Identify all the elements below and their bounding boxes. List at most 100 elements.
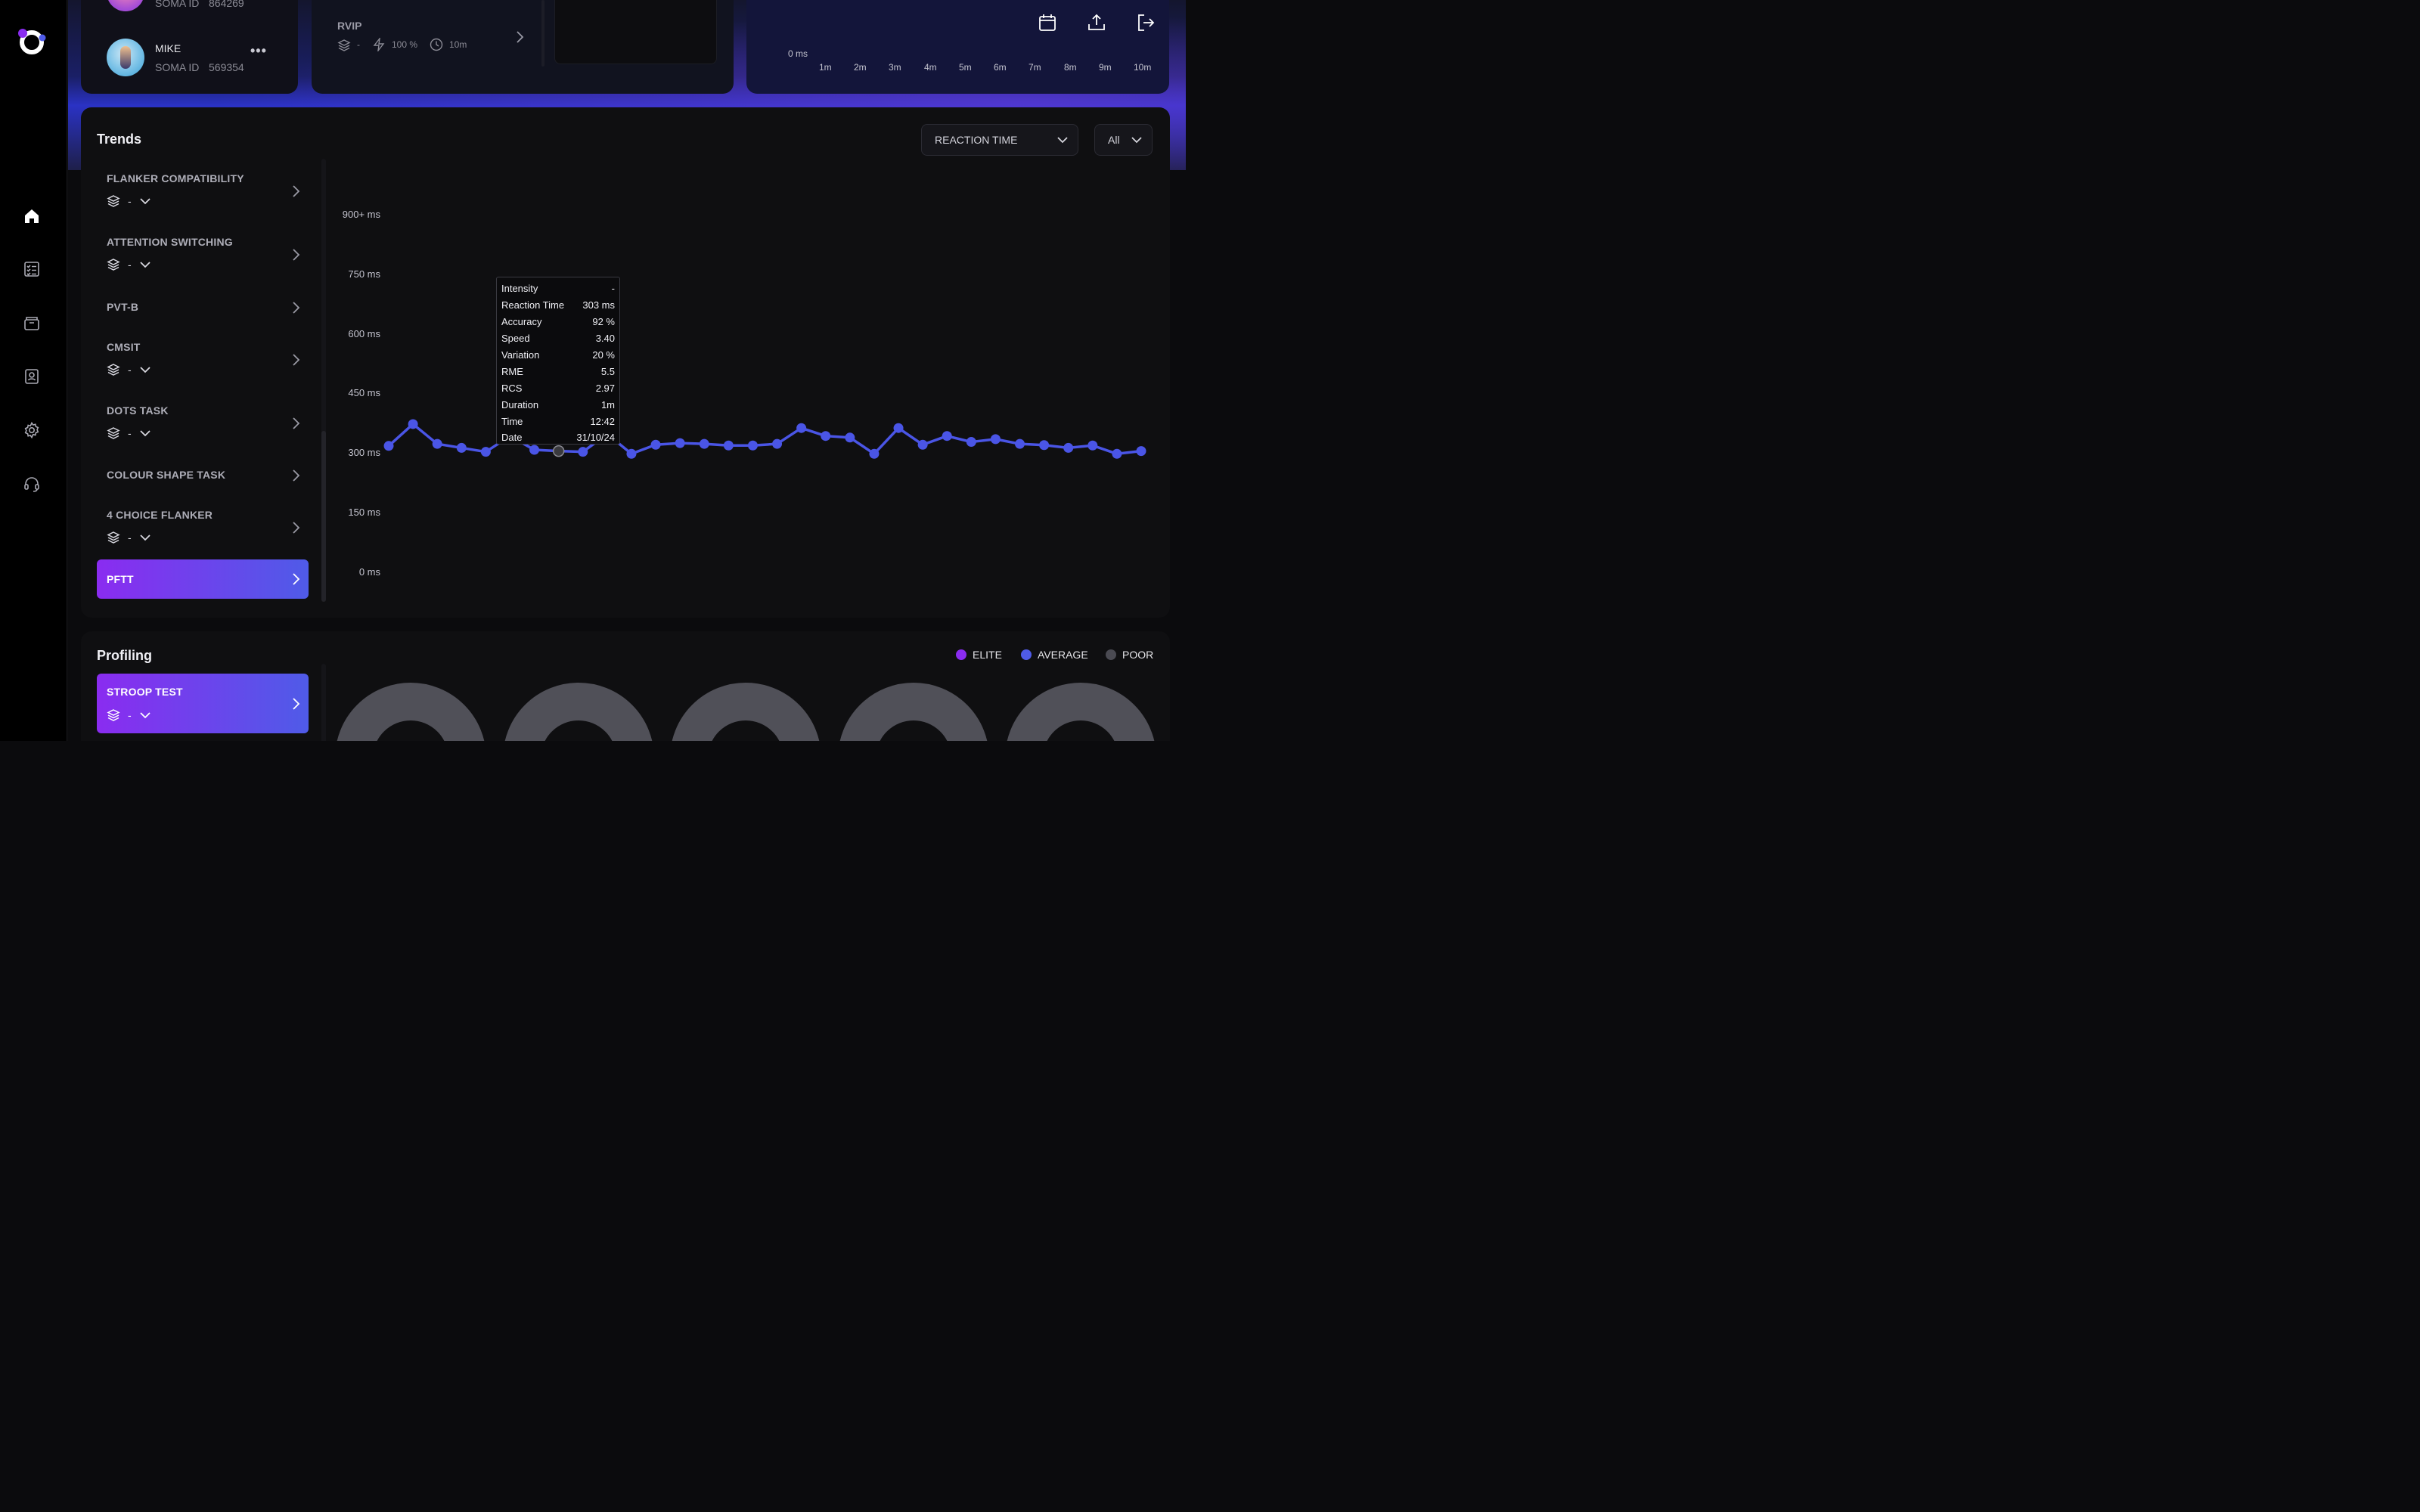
test-item[interactable]: ATTENTION SWITCHING - bbox=[97, 224, 309, 284]
test-item[interactable]: COLOUR SHAPE TASK bbox=[97, 457, 309, 494]
tooltip-value: 303 ms bbox=[582, 299, 615, 311]
test-meta-value: - bbox=[128, 531, 132, 544]
data-point[interactable] bbox=[675, 438, 685, 448]
data-point[interactable] bbox=[723, 440, 734, 451]
test-item[interactable]: PVT-B bbox=[97, 289, 309, 327]
test-item[interactable]: DOTS TASK - bbox=[97, 392, 309, 453]
home-icon[interactable] bbox=[22, 206, 42, 226]
test-item[interactable]: CMSIT - bbox=[97, 329, 309, 389]
trend-line-chart[interactable] bbox=[0, 0, 1186, 741]
tooltip-key: Duration bbox=[501, 398, 539, 411]
data-point[interactable] bbox=[796, 423, 807, 433]
data-point[interactable] bbox=[1136, 446, 1146, 457]
data-point[interactable] bbox=[432, 438, 442, 449]
chevron-down-icon[interactable] bbox=[139, 711, 151, 720]
scrollbar-thumb[interactable] bbox=[321, 431, 326, 602]
data-point[interactable] bbox=[408, 419, 418, 429]
chevron-down-icon[interactable] bbox=[139, 260, 151, 269]
test-item[interactable]: 4 CHOICE FLANKER - bbox=[97, 497, 309, 557]
data-point[interactable] bbox=[383, 441, 394, 451]
test-meta: - bbox=[107, 258, 151, 271]
tooltip-value: 12:42 bbox=[590, 415, 615, 427]
data-point[interactable] bbox=[578, 447, 588, 457]
data-point[interactable] bbox=[821, 431, 831, 442]
chevron-down-icon[interactable] bbox=[139, 533, 151, 542]
scrollbar[interactable] bbox=[541, 0, 544, 67]
data-point[interactable] bbox=[529, 445, 540, 455]
data-point[interactable] bbox=[747, 440, 758, 451]
chevron-right-icon[interactable] bbox=[514, 30, 525, 44]
more-options-icon[interactable]: ••• bbox=[250, 43, 267, 58]
test-item-label: PFTT bbox=[107, 573, 134, 585]
user-id-value: 864269 bbox=[209, 0, 244, 9]
test-meta: - bbox=[107, 426, 151, 440]
test-meta-value: - bbox=[128, 427, 132, 439]
support-headset-icon[interactable] bbox=[22, 474, 42, 494]
chevron-down-icon[interactable] bbox=[139, 197, 151, 206]
tooltip-row: RCS 2.97 bbox=[501, 380, 615, 396]
data-point[interactable] bbox=[845, 432, 855, 443]
avatar[interactable] bbox=[107, 39, 144, 76]
legend-label: AVERAGE bbox=[1038, 649, 1088, 661]
tooltip-key: Accuracy bbox=[501, 316, 542, 328]
share-upload-icon[interactable] bbox=[1087, 13, 1106, 33]
range-select[interactable]: All bbox=[1094, 124, 1153, 156]
calendar-icon[interactable] bbox=[1038, 13, 1057, 33]
settings-gear-icon[interactable] bbox=[22, 420, 42, 440]
avatar[interactable] bbox=[107, 0, 144, 11]
test-meta-value: - bbox=[128, 259, 132, 271]
archive-icon[interactable] bbox=[22, 313, 42, 333]
logout-icon[interactable] bbox=[1136, 13, 1156, 33]
checklist-icon[interactable] bbox=[22, 259, 42, 279]
tooltip-key: Date bbox=[501, 432, 523, 444]
user-name: MIKE bbox=[155, 42, 182, 54]
tooltip-row: RME 5.5 bbox=[501, 363, 615, 380]
data-point[interactable] bbox=[869, 448, 880, 459]
data-point[interactable] bbox=[772, 438, 783, 449]
chevron-right-icon bbox=[293, 185, 300, 197]
data-point[interactable] bbox=[893, 423, 904, 433]
x-tick-label: 3m bbox=[889, 62, 901, 73]
test-item-label: PVT-B bbox=[107, 301, 139, 313]
data-point[interactable] bbox=[456, 442, 467, 453]
data-point[interactable] bbox=[1039, 440, 1050, 451]
chevron-down-icon[interactable] bbox=[139, 429, 151, 438]
data-point[interactable] bbox=[626, 448, 637, 459]
data-point[interactable] bbox=[1112, 448, 1122, 459]
data-point[interactable] bbox=[1063, 442, 1074, 453]
profiling-title: Profiling bbox=[97, 648, 152, 663]
scrollbar-track[interactable] bbox=[321, 664, 326, 741]
contact-card-icon[interactable] bbox=[22, 367, 42, 386]
data-point[interactable] bbox=[650, 439, 661, 450]
tooltip-key: RME bbox=[501, 365, 523, 377]
tooltip-key: Speed bbox=[501, 333, 530, 345]
data-point[interactable] bbox=[966, 437, 976, 448]
x-tick-label: 4m bbox=[924, 62, 937, 73]
layers-icon bbox=[337, 39, 351, 51]
data-point-highlighted[interactable] bbox=[552, 445, 565, 457]
test-item-label: ATTENTION SWITCHING bbox=[107, 236, 233, 248]
rvip-intensity: - bbox=[357, 39, 360, 50]
x-tick-label: 8m bbox=[1064, 62, 1077, 73]
test-meta: - bbox=[107, 708, 151, 722]
chevron-right-icon bbox=[293, 302, 300, 314]
chevron-down-icon[interactable] bbox=[139, 365, 151, 374]
test-item-label: DOTS TASK bbox=[107, 404, 169, 417]
lightning-icon bbox=[373, 38, 385, 51]
video-preview bbox=[554, 0, 717, 64]
data-point[interactable] bbox=[942, 431, 952, 442]
data-point[interactable] bbox=[699, 438, 709, 449]
data-point[interactable] bbox=[1015, 438, 1025, 449]
data-point[interactable] bbox=[1087, 440, 1098, 451]
rvip-power: 100 % bbox=[392, 39, 418, 50]
test-item-pftt[interactable]: PFTT bbox=[97, 559, 309, 599]
test-item[interactable]: FLANKER COMPATIBILITY - bbox=[97, 160, 309, 221]
test-item-stroop[interactable]: STROOP TEST - bbox=[97, 674, 309, 733]
data-point[interactable] bbox=[480, 447, 491, 457]
metric-select[interactable]: REACTION TIME bbox=[921, 124, 1078, 156]
layers-icon bbox=[107, 531, 120, 544]
scrollbar-track[interactable] bbox=[321, 159, 326, 602]
app-logo-icon[interactable] bbox=[17, 27, 47, 57]
data-point[interactable] bbox=[990, 434, 1001, 445]
data-point[interactable] bbox=[917, 439, 928, 450]
